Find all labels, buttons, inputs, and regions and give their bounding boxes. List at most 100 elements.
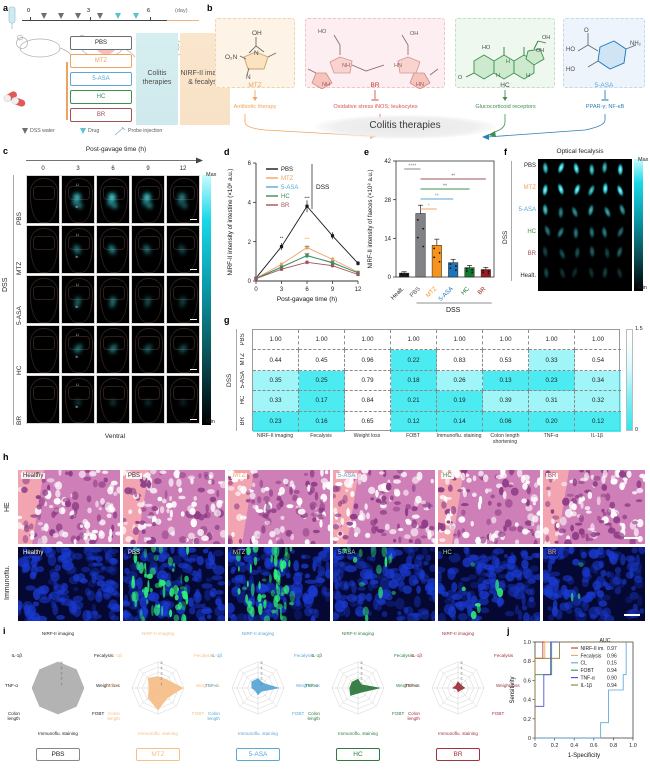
svg-text:42: 42 xyxy=(384,159,391,165)
g-row-label-hc: HC xyxy=(240,390,246,410)
panel-letter-b: b xyxy=(207,3,213,13)
g-cell-r0-c5: 1.00 xyxy=(483,330,529,350)
g-row-label-br: BR xyxy=(240,411,246,431)
svg-text:4: 4 xyxy=(461,666,463,670)
h-image-if-hc: HC xyxy=(438,547,540,621)
organ-region-outline xyxy=(173,386,194,399)
radar-axis-label-4: Immunoflu. staining xyxy=(438,732,478,737)
svg-text:HO: HO xyxy=(566,67,575,73)
svg-text:4: 4 xyxy=(61,666,63,670)
svg-text:HC: HC xyxy=(461,286,472,297)
svg-text:4: 4 xyxy=(161,666,163,670)
svg-text:5: 5 xyxy=(461,661,463,665)
svg-text:2: 2 xyxy=(461,677,463,681)
radar-chart-pbs: 5 4 3 2 1 NIRF-II imaging Fecalysis Weight loss… xyxy=(8,632,108,764)
timeline-tick xyxy=(150,17,151,21)
radar-axis-label-7: IL-1β xyxy=(298,654,322,659)
organ-label-li: Li xyxy=(76,183,79,187)
g-cell-r1-c1: 0.45 xyxy=(299,350,345,370)
svg-text:3: 3 xyxy=(361,671,363,675)
g-cell-r2-c4: 0.26 xyxy=(437,371,483,391)
compound-box-5asa: O HO HO NH₂ xyxy=(563,18,645,88)
radar-axis-label-5: Colon length xyxy=(396,712,420,722)
svg-text:0.90: 0.90 xyxy=(607,676,617,682)
svg-text:DSS: DSS xyxy=(316,184,330,191)
g-cell-r4-c0: 0.23 xyxy=(253,412,299,432)
svg-text:0: 0 xyxy=(254,287,258,293)
svg-text:0.4: 0.4 xyxy=(523,698,531,704)
radar-axis-label-6: TNF-α xyxy=(294,684,318,689)
g-cell-r4-c3: 0.12 xyxy=(391,412,437,432)
he-tissue-texture xyxy=(438,470,540,544)
fluorescence-signal xyxy=(147,202,152,209)
g-cell-r0-c2: 1.00 xyxy=(345,330,391,350)
g-colorbar-top-label: 1.5 xyxy=(635,326,643,332)
svg-text:1.0: 1.0 xyxy=(523,640,531,646)
f-colorbar xyxy=(634,159,643,291)
inhibit-icon-5asa xyxy=(601,90,609,102)
he-tissue-texture xyxy=(543,470,645,544)
timeline-tick-label-3: 3 xyxy=(87,8,90,14)
organ-region-outline xyxy=(33,186,54,199)
h-image-he-healthy: Healthy xyxy=(18,470,120,544)
radar-axis-label-5: Colon length xyxy=(96,712,120,722)
svg-text:0.8: 0.8 xyxy=(610,743,618,749)
svg-text:**: ** xyxy=(435,194,439,200)
drug-arrow-icon xyxy=(133,13,139,19)
g-cell-r0-c1: 1.00 xyxy=(299,330,345,350)
group-label-mtz: MTZ xyxy=(70,54,132,68)
stage-colitis-therapies: Colitis therapies xyxy=(136,33,178,125)
svg-text:2: 2 xyxy=(161,677,163,681)
svg-text:0: 0 xyxy=(248,279,252,285)
g-col-label-1: Fecalysis xyxy=(298,434,344,440)
svg-text:***: *** xyxy=(304,251,310,256)
panel-g-heatmap: g DSS PBS MTZ 5-ASA HC BR 1.00 1.00 1.00 1.00 1.… xyxy=(222,315,650,450)
g-row-label-5-asa: 5-ASA xyxy=(240,370,246,390)
panel-a-experimental-timeline: a 0 3 6 (day) PBS MTZ 5- xyxy=(0,0,205,143)
panel-letter-g: g xyxy=(224,315,230,325)
radar-chart-name-pbs: PBS xyxy=(36,748,80,761)
g-cell-r3-c4: 0.19 xyxy=(437,391,483,411)
organ-label-in: In xyxy=(75,255,78,259)
svg-text:2: 2 xyxy=(361,677,363,681)
svg-text:0.96: 0.96 xyxy=(607,653,617,659)
svg-text:6: 6 xyxy=(248,161,252,167)
g-cell-r3-c6: 0.31 xyxy=(529,391,575,411)
c-row-label-mtz: MTZ xyxy=(16,229,23,275)
g-cell-r3-c7: 0.32 xyxy=(575,391,621,411)
if-tissue-texture xyxy=(333,547,435,621)
compound-box-br: HO OH NH HN NH HN xyxy=(305,18,445,88)
g-cell-r2-c7: 0.34 xyxy=(575,371,621,391)
svg-text:CL: CL xyxy=(581,661,588,667)
c-group-label-dss: DSS xyxy=(2,240,9,330)
svg-text:0: 0 xyxy=(533,743,536,749)
h-image-tag-hc: HC xyxy=(441,473,454,479)
compound-box-hc: H H H HO OH OH O xyxy=(455,18,555,88)
group-label-5asa: 5-ASA xyxy=(70,72,132,86)
c-image-r2-c3 xyxy=(131,275,165,324)
radar-axis-label-7: IL-1β xyxy=(98,654,122,659)
f-row-label-healthy: Healt. xyxy=(508,273,536,279)
stage-colitis-therapies-label: Colitis therapies xyxy=(136,70,178,88)
mouse-outline xyxy=(30,278,59,323)
svg-text:HN: HN xyxy=(394,63,402,69)
fluorescence-signal xyxy=(180,302,184,308)
f-group-bracket xyxy=(511,161,512,281)
c-image-r1-c4 xyxy=(166,225,200,274)
mouse-outline xyxy=(30,178,59,223)
g-cell-r1-c7: 0.54 xyxy=(575,350,621,370)
f-fecal-image xyxy=(538,159,632,291)
scale-bar xyxy=(190,219,197,220)
c-image-r2-c4 xyxy=(166,275,200,324)
radar-plot-pbs: 54321 xyxy=(8,632,108,744)
group-label-br: BR xyxy=(70,108,132,122)
drug-arrow-icon xyxy=(115,13,121,19)
radar-axis-label-6: TNF-α xyxy=(194,684,218,689)
h-image-he-5-asa: 5-ASA xyxy=(333,470,435,544)
fluorescence-signal xyxy=(112,202,117,209)
svg-text:***: *** xyxy=(304,244,310,249)
compound-box-mtz: OH O₂N N N xyxy=(215,18,295,88)
g-cell-r3-c1: 0.17 xyxy=(299,391,345,411)
svg-text:1.0: 1.0 xyxy=(629,743,637,749)
legend-dss-arrow-icon xyxy=(22,128,28,134)
